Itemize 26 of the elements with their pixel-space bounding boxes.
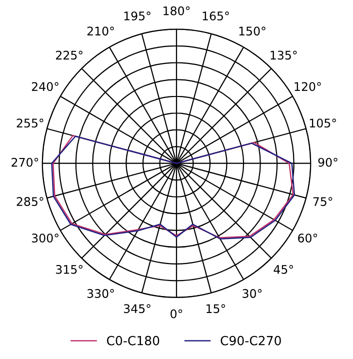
spoke-label: 195° [124,12,150,20]
spoke-label: 225° [56,50,82,60]
legend-label: C0-C180 [106,336,160,346]
spoke-label: 180° [164,6,190,16]
spoke-label: 60° [298,234,318,243]
spoke-label: 330° [87,289,114,298]
legend-label: C90-C270 [220,336,281,346]
spoke-label: 315° [56,264,82,274]
spoke-label: 45° [274,264,293,274]
spoke-label: 75° [313,197,332,206]
spoke-label: 90° [318,158,338,167]
spoke-label: 300° [32,234,58,243]
spoke-label: 165° [202,12,229,20]
spoke-label: 285° [16,197,44,206]
spoke-label: 0° [170,309,182,318]
spoke-label: 240° [32,82,58,92]
spoke-label: 345° [124,304,150,314]
spoke-label: 135° [270,50,297,60]
spoke-label: 150° [239,26,266,36]
spoke-label: 210° [87,26,114,36]
spoke-label: 30° [242,289,262,298]
spoke-label: 270° [12,158,38,167]
spoke-label: 120° [294,82,321,92]
spoke-label: 105° [310,118,336,128]
spoke-label: 255° [16,118,44,128]
spoke-label: 15° [206,304,226,314]
